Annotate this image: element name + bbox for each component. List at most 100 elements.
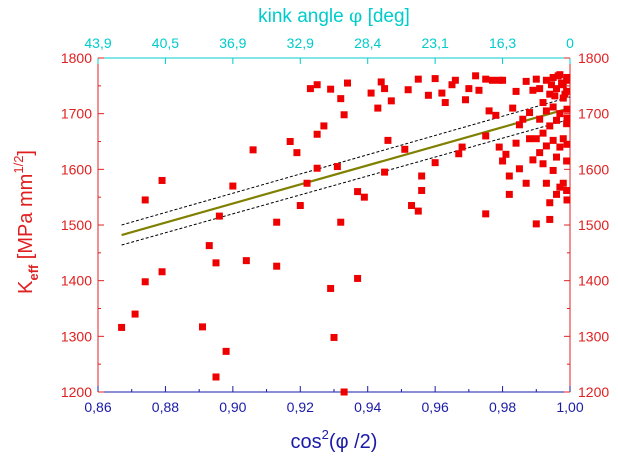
data-point [549, 136, 557, 144]
data-point [536, 115, 544, 123]
data-point [561, 90, 569, 98]
data-point [199, 323, 207, 331]
data-point [515, 121, 523, 129]
data-point [205, 242, 213, 250]
data-point [340, 111, 348, 119]
data-point [512, 139, 520, 147]
data-point [532, 75, 540, 83]
data-point [499, 76, 507, 84]
data-point [229, 182, 237, 190]
data-point [414, 207, 422, 215]
data-point [563, 157, 571, 165]
y-left-tick-label: 1800 [61, 50, 92, 66]
y-right-tick-label: 1800 [578, 50, 609, 66]
data-point [118, 323, 126, 331]
data-point [553, 190, 561, 198]
top-tick-label: 0 [566, 35, 574, 51]
y-axis-label-sub: eff [26, 264, 41, 281]
data-point [327, 284, 335, 292]
data-point [563, 73, 571, 81]
top-tick-label: 40,5 [152, 35, 179, 51]
data-point [546, 215, 554, 223]
data-point [542, 76, 550, 84]
top-tick-label: 36,9 [219, 35, 246, 51]
data-point [547, 81, 555, 89]
data-point [532, 135, 540, 143]
data-point [563, 140, 571, 148]
data-point [554, 72, 562, 80]
y-left-tick-label: 1600 [61, 161, 92, 177]
data-point [367, 89, 375, 97]
top-tick-label: 23,1 [422, 35, 449, 51]
data-point [212, 373, 220, 381]
data-point [509, 104, 517, 112]
data-point [519, 115, 527, 123]
data-point [296, 202, 304, 210]
x-axis-label-rest: (φ /2) [329, 431, 378, 453]
data-point [559, 179, 567, 187]
data-point [551, 92, 559, 100]
data-point [327, 85, 335, 93]
data-point [556, 110, 564, 118]
data-point [404, 86, 412, 94]
data-point [431, 75, 439, 83]
data-point [418, 186, 426, 194]
data-point [273, 218, 281, 226]
data-point [381, 85, 389, 93]
data-point [131, 310, 139, 318]
y-right-tick-label: 1500 [578, 217, 609, 233]
data-point [546, 90, 554, 98]
confidence-band [121, 96, 571, 246]
data-point [515, 165, 523, 173]
x-tick-label: 0,86 [84, 399, 111, 415]
data-point [387, 97, 395, 105]
x-tick-label: 0,94 [354, 399, 381, 415]
data-point [242, 257, 250, 265]
data-point [461, 96, 469, 104]
data-point [330, 333, 338, 341]
data-point [303, 179, 311, 187]
data-point [563, 114, 571, 122]
data-point [502, 150, 510, 158]
data-point [337, 218, 345, 226]
data-point [549, 166, 557, 174]
data-point [563, 105, 571, 113]
data-point [505, 190, 513, 198]
data-point [438, 89, 446, 97]
data-point [141, 196, 149, 204]
x-axis-label: cos2(φ /2) [291, 427, 378, 453]
data-point [455, 150, 463, 158]
data-point [212, 259, 220, 267]
data-point [401, 145, 409, 153]
data-point [482, 75, 490, 83]
data-point [424, 91, 432, 99]
data-point [482, 132, 490, 140]
data-point [343, 79, 351, 87]
data-point [529, 156, 537, 164]
data-point [499, 157, 507, 165]
top-axis-title: kink angle φ [deg] [258, 5, 410, 27]
data-point [563, 120, 571, 128]
data-point [553, 116, 561, 124]
y-right-tick-label: 1700 [578, 106, 609, 122]
data-point [222, 347, 230, 355]
y-axis-label-unit: [MPa mm [15, 174, 37, 265]
data-point [431, 159, 439, 167]
data-point [558, 79, 566, 87]
data-point [542, 142, 550, 150]
data-point [549, 103, 557, 111]
data-point [556, 143, 564, 151]
data-point [563, 196, 571, 204]
data-point [526, 109, 534, 117]
data-point [360, 193, 368, 201]
data-point [418, 172, 426, 180]
y-axis-label: Keff [MPa mm1/2] [11, 150, 41, 294]
data-point [546, 122, 554, 130]
data-point [495, 143, 503, 151]
data-point [408, 202, 416, 210]
data-point [141, 278, 149, 286]
y-left-tick-label: 1400 [61, 273, 92, 289]
data-point [529, 86, 537, 94]
data-point [215, 212, 223, 220]
y-right-tick-label: 1600 [578, 161, 609, 177]
